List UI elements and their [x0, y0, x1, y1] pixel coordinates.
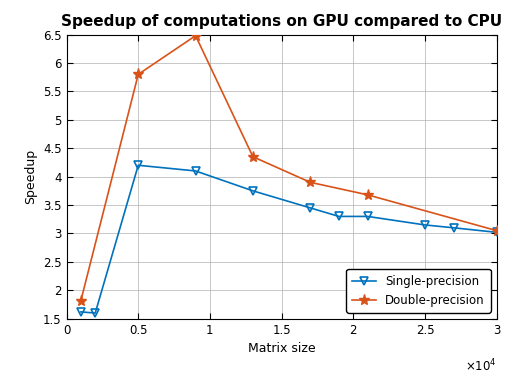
Single-precision — [494, 230, 500, 235]
Single-precision — [336, 214, 342, 219]
Legend: Single-precision, Double-precision: Single-precision, Double-precision — [346, 269, 490, 313]
Double-precision — [78, 298, 84, 303]
Single-precision — [92, 311, 98, 315]
Single-precision — [78, 310, 84, 314]
Line: Single-precision: Single-precision — [77, 161, 501, 317]
Single-precision — [135, 163, 141, 167]
Double-precision — [494, 228, 500, 233]
Single-precision — [307, 205, 313, 210]
Double-precision — [307, 180, 313, 185]
Title: Speedup of computations on GPU compared to CPU: Speedup of computations on GPU compared … — [61, 14, 502, 29]
Single-precision — [193, 169, 199, 173]
Single-precision — [365, 214, 371, 219]
Single-precision — [451, 225, 457, 230]
Double-precision — [250, 154, 256, 159]
Y-axis label: Speedup: Speedup — [25, 149, 37, 204]
Line: Double-precision: Double-precision — [75, 30, 502, 306]
Single-precision — [250, 189, 256, 193]
Double-precision — [193, 33, 199, 38]
Text: $\times10^4$: $\times10^4$ — [465, 358, 497, 374]
X-axis label: Matrix size: Matrix size — [248, 342, 315, 355]
Single-precision — [422, 223, 428, 227]
Double-precision — [135, 72, 141, 77]
Double-precision — [365, 192, 371, 197]
